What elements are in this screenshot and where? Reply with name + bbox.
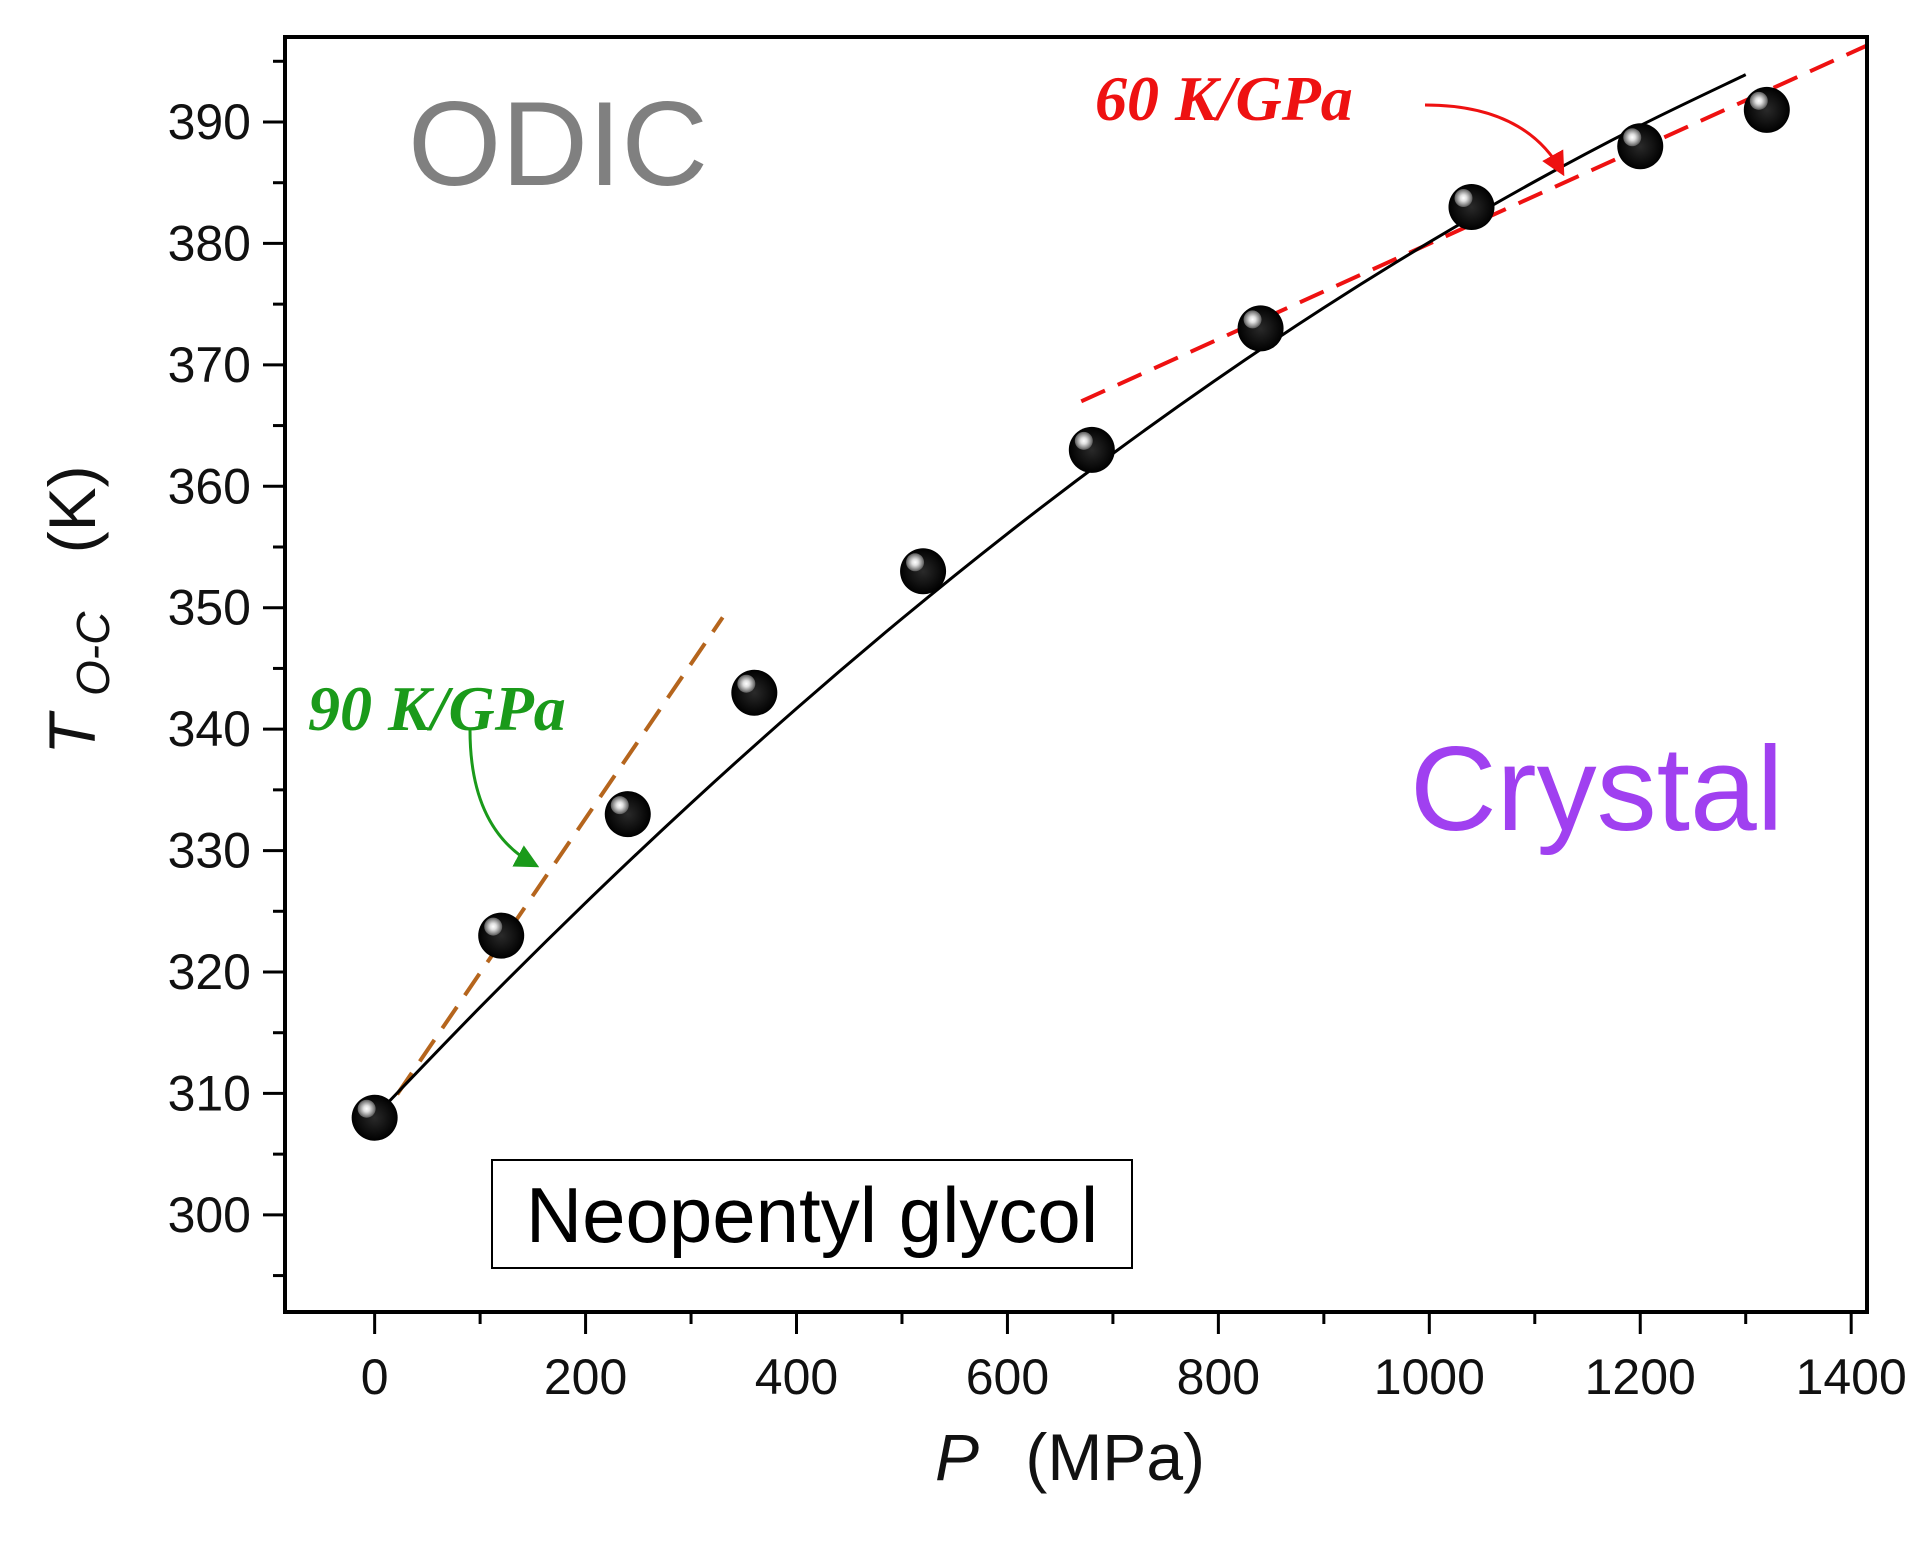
data-point-highlight [906,553,925,572]
y-axis-subscript: O-C [67,611,119,696]
y-axis-ticks: 300 310 320 330 340 350 360 370 380 390 [168,59,285,1278]
data-point-body [1743,86,1790,133]
y-axis-title: T O-C (K) [35,465,123,754]
y-tick-label: 340 [168,701,251,757]
data-point-body [731,669,778,716]
region-odic: ODIC [408,77,708,211]
data-point-body [351,1094,398,1141]
slope-60-label: 60 K/GPa [1095,63,1353,134]
data-point-body [900,548,947,595]
x-axis-symbol: P [935,1420,979,1494]
x-tick-label: 0 [361,1349,389,1405]
data-point-highlight [737,674,756,693]
y-axis-unit: (K) [35,465,109,553]
data-point [1237,305,1284,352]
y-tick-label: 380 [168,215,251,271]
data-points [351,86,1790,1141]
data-point-highlight [357,1099,376,1118]
y-tick-label: 390 [168,94,251,150]
tangent-line [372,616,725,1129]
data-point [478,912,525,959]
data-point [731,669,778,716]
data-point-highlight [1749,91,1768,110]
data-point-body [1068,426,1115,473]
y-tick-label: 320 [168,944,251,1000]
slope-60-arrow [1424,103,1565,177]
y-tick-label: 360 [168,458,251,514]
y-axis-symbol: T [35,710,109,755]
data-point-highlight [484,917,503,936]
x-tick-label: 600 [966,1349,1049,1405]
data-point-body [1237,305,1284,352]
data-point-body [1617,123,1664,170]
y-tick-label: 310 [168,1065,251,1121]
region-crystal: Crystal [1410,722,1783,856]
data-point-highlight [1074,431,1093,450]
data-point [351,1094,398,1141]
data-point [1617,123,1664,170]
y-tick-label: 370 [168,337,251,393]
x-axis-unit: (MPa) [1025,1420,1205,1494]
x-tick-label: 200 [544,1349,627,1405]
data-point-highlight [1243,310,1262,329]
x-tick-label: 1400 [1796,1349,1907,1405]
x-axis-title: P (MPa) [935,1420,1205,1494]
data-point [1448,184,1495,230]
tangent-lines [372,43,1868,1129]
data-point-body [478,912,525,959]
data-point-highlight [1454,189,1473,207]
data-point-highlight [1623,128,1642,147]
data-point [604,791,651,838]
x-axis-ticks: 0 200 400 600 800 1000 1200 1400 [361,1312,1907,1405]
data-point [1743,86,1790,133]
y-tick-label: 330 [168,823,251,879]
slope-90-arrow [468,729,540,868]
compound-label-box [491,1159,1133,1269]
data-point-body [604,791,651,838]
y-tick-label: 350 [168,580,251,636]
data-point-body [1448,184,1495,230]
fit-curve [373,73,1747,1118]
data-point [1068,426,1115,473]
data-point-highlight [610,796,629,815]
x-tick-label: 400 [755,1349,838,1405]
slope-90-label: 90 K/GPa [308,673,566,744]
data-point [900,548,947,595]
x-tick-label: 1200 [1585,1349,1696,1405]
tangent-line [1080,43,1868,404]
x-tick-label: 800 [1177,1349,1260,1405]
compound-label: Neopentyl glycol [526,1171,1098,1259]
plot-frame [283,35,1869,1314]
y-tick-label: 300 [168,1187,251,1243]
x-tick-label: 1000 [1374,1349,1485,1405]
